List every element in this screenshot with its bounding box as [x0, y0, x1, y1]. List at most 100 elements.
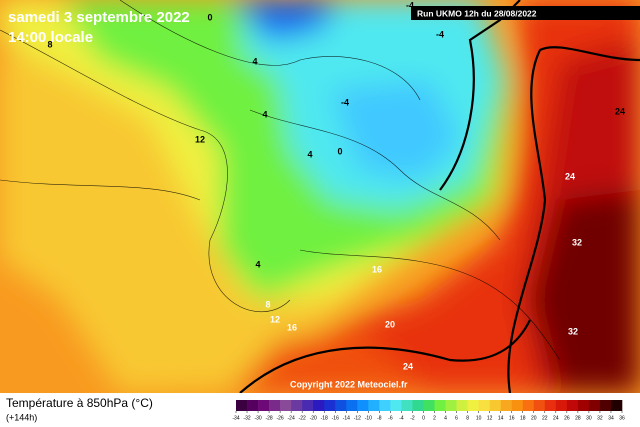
tick-label: 0 [422, 415, 425, 421]
map-label: 4 [255, 259, 260, 269]
color-swatch [401, 400, 413, 411]
forecast-time: 14:00 locale [8, 29, 93, 46]
map-label: 4 [307, 149, 312, 159]
colorbar: -34 -32 -30 -28 -26 -24 -22 -20 -18 -16 -14 -12 -10-… [232, 400, 625, 421]
map-label: -4 [341, 97, 349, 107]
color-swatch [544, 400, 557, 411]
color-swatch [390, 400, 402, 411]
tick-label: 6 [455, 415, 458, 421]
color-swatch [610, 400, 623, 411]
tick-label: 2 [433, 415, 436, 421]
tick-label: -20 [310, 415, 317, 421]
color-swatch [434, 400, 446, 411]
tick-label: -6 [388, 415, 393, 421]
color-swatch [346, 400, 358, 411]
map-label: 4 [262, 109, 267, 119]
color-swatch [566, 400, 579, 411]
run-info: Run UKMO 12h du 28/08/2022 [417, 8, 537, 18]
color-swatch [335, 400, 347, 411]
tick-label: -22 [299, 415, 306, 421]
tick-label: 22 [542, 415, 548, 421]
color-swatch [555, 400, 568, 411]
color-swatch [522, 400, 535, 411]
color-swatch [456, 400, 468, 411]
tick-label: 34 [608, 415, 614, 421]
map-label: 24 [403, 361, 413, 371]
tick-label: 8 [466, 415, 469, 421]
color-swatch [280, 400, 292, 411]
tick-label: -4 [399, 415, 404, 421]
color-swatch [489, 400, 501, 411]
legend-lead: (+144h) [6, 412, 37, 422]
map-label: 8 [47, 39, 52, 49]
map-label: 8 [265, 299, 270, 309]
map [0, 0, 640, 393]
color-swatch [379, 400, 391, 411]
tick-label: -12 [354, 415, 361, 421]
tick-label: -28 [265, 415, 272, 421]
color-swatch [302, 400, 314, 411]
map-label: 12 [270, 314, 280, 324]
map-label: -4 [436, 29, 444, 39]
tick-label: 30 [586, 415, 592, 421]
map-label: 4 [252, 56, 257, 66]
tick-label: -18 [321, 415, 328, 421]
tick-label: 16 [509, 415, 515, 421]
map-label: 24 [565, 171, 575, 181]
run-box [411, 6, 640, 20]
tick-label: -30 [254, 415, 261, 421]
tick-label: -10 [365, 415, 372, 421]
color-swatch [247, 400, 259, 411]
color-swatch [423, 400, 435, 411]
color-swatch [445, 400, 457, 411]
color-swatch [467, 400, 479, 411]
legend-title: Température à 850hPa (°C) [6, 396, 153, 410]
tick-label: 26 [564, 415, 570, 421]
map-label: 16 [372, 264, 382, 274]
color-swatch [478, 400, 490, 411]
map-label: -4 [406, 0, 414, 10]
color-swatch [511, 400, 524, 411]
tick-label: 10 [476, 415, 482, 421]
color-swatch [500, 400, 513, 411]
color-swatch [357, 400, 369, 411]
color-swatch [313, 400, 325, 411]
color-swatch [368, 400, 380, 411]
copyright: Copyright 2022 Meteociel.fr [290, 379, 408, 389]
map-label: 20 [385, 319, 395, 329]
color-swatch [577, 400, 590, 411]
tick-label: -32 [243, 415, 250, 421]
map-label: 16 [287, 322, 297, 332]
tick-label: -34 [232, 415, 239, 421]
map-label: 32 [572, 237, 582, 247]
map-label: 24 [615, 106, 625, 116]
color-swatch [599, 400, 612, 411]
tick-label: -24 [288, 415, 295, 421]
map-label: 0 [207, 12, 212, 22]
tick-label: 28 [575, 415, 581, 421]
tick-label: 24 [553, 415, 559, 421]
tick-label: 20 [531, 415, 537, 421]
tick-label: 32 [597, 415, 603, 421]
tick-label: -14 [343, 415, 350, 421]
color-swatch [412, 400, 424, 411]
tick-label: 4 [444, 415, 447, 421]
tick-label: 18 [520, 415, 526, 421]
color-swatch [269, 400, 281, 411]
color-swatch [236, 400, 248, 411]
tick-label: -16 [332, 415, 339, 421]
tick-label: -8 [377, 415, 382, 421]
color-swatch [533, 400, 546, 411]
forecast-date: samedi 3 septembre 2022 [8, 9, 190, 26]
color-swatch [291, 400, 303, 411]
map-label: 12 [195, 134, 205, 144]
tick-label: -2 [410, 415, 415, 421]
color-swatch [324, 400, 336, 411]
tick-label: 12 [487, 415, 493, 421]
tick-label: -26 [276, 415, 283, 421]
color-swatch [588, 400, 601, 411]
map-label: 0 [337, 146, 342, 156]
tick-label: 14 [498, 415, 504, 421]
